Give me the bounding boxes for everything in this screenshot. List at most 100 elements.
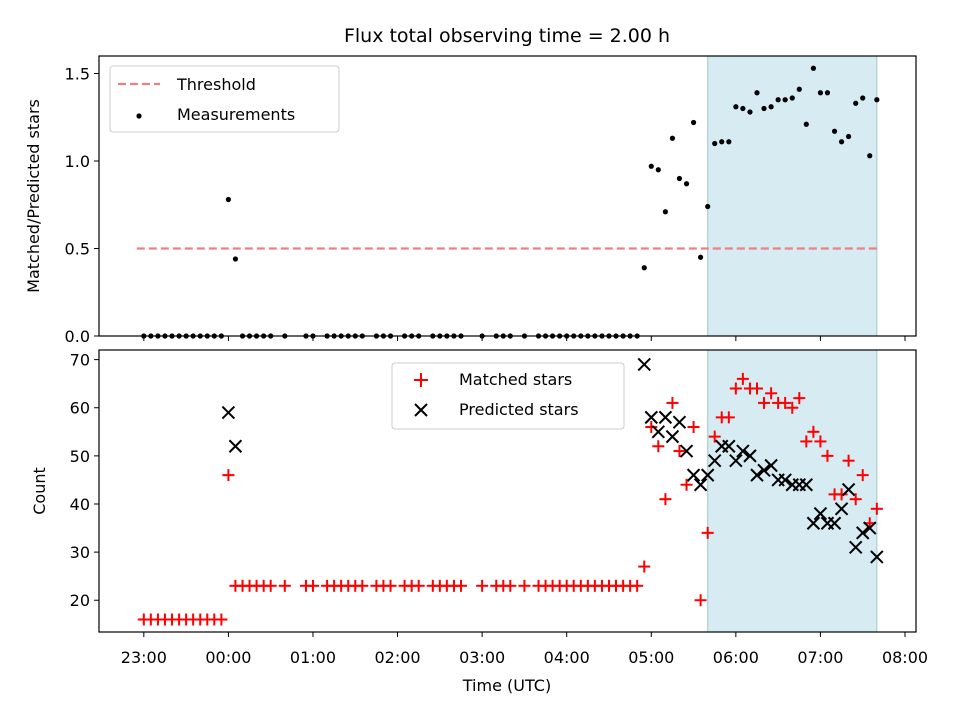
predicted-star-point <box>743 449 757 463</box>
predicted-star-point <box>722 439 736 453</box>
y-tick-label: 1.0 <box>65 152 90 171</box>
matched-star-point <box>814 435 827 448</box>
matched-star-point <box>476 579 489 592</box>
measurement-point <box>697 254 704 260</box>
matched-star-point <box>306 579 319 592</box>
x-axis-label: Time (UTC) <box>462 676 551 695</box>
matched-star-point <box>786 401 799 414</box>
bottom-legend-box <box>391 362 625 430</box>
top-legend-box <box>109 65 340 133</box>
predicted-star-point <box>658 410 673 425</box>
measurement-point <box>648 163 654 169</box>
predicted-star-point <box>863 521 877 535</box>
predicted-stars-series <box>221 357 884 564</box>
legend-measurements-swatch <box>136 113 142 119</box>
y-tick-label: 40 <box>70 495 90 514</box>
top-y-ticks: 0.0 0.5 1.0 1.5 <box>65 65 99 346</box>
x-tick-label: 07:00 <box>797 648 843 667</box>
matched-star-point <box>736 372 749 385</box>
matched-star-point <box>278 579 291 592</box>
predicted-star-point <box>750 468 764 482</box>
top-shaded-interval <box>707 55 878 337</box>
matched-star-point <box>708 430 721 443</box>
predicted-star-point <box>736 444 750 458</box>
matched-star-point <box>793 392 806 405</box>
matched-star-point <box>518 579 531 592</box>
predicted-star-point <box>757 463 771 478</box>
measurement-point <box>676 175 683 182</box>
matched-star-point <box>842 454 855 467</box>
measurement-point <box>867 153 873 159</box>
y-tick-label: 1.5 <box>65 65 90 84</box>
x-tick-label: 03:00 <box>459 648 505 667</box>
matched-star-point <box>722 411 735 424</box>
matched-star-point <box>215 613 228 626</box>
measurement-point <box>683 181 690 187</box>
measurement-point <box>853 100 859 106</box>
predicted-star-point <box>841 482 856 497</box>
matched-star-point <box>779 396 792 409</box>
predicted-star-point <box>834 502 849 516</box>
x-tick-label: 23:00 <box>121 648 167 667</box>
matched-star-point <box>412 579 425 592</box>
x-tick-label: 08:00 <box>882 648 928 667</box>
bottom-axes-frame <box>98 349 917 633</box>
measurement-point <box>225 196 232 203</box>
matched-star-point <box>807 425 820 438</box>
top-panel: 0.0 0.5 1.0 1.5 Matched/Predicted stars Thr… <box>24 55 917 346</box>
predicted-star-point <box>764 458 778 473</box>
y-tick-label: 0.0 <box>65 327 90 346</box>
predicted-star-point <box>221 405 236 420</box>
predicted-star-point <box>665 429 680 444</box>
predicted-star-point <box>729 453 743 468</box>
measurement-point <box>719 139 725 145</box>
predicted-star-point <box>228 439 243 453</box>
predicted-star-point <box>827 516 842 530</box>
measurement-point <box>669 135 676 141</box>
matched-star-point <box>356 579 369 592</box>
x-tick-label: 02:00 <box>374 648 420 667</box>
legend-measurements-label: Measurements <box>177 105 295 124</box>
predicted-star-point <box>693 478 708 492</box>
x-tick-label: 06:00 <box>713 648 759 667</box>
measurements-series <box>141 65 880 339</box>
matched-star-point <box>222 469 235 482</box>
y-tick-label: 0.5 <box>65 240 90 259</box>
matched-star-point <box>687 420 700 433</box>
measurement-point <box>810 65 817 71</box>
predicted-star-point <box>708 453 722 468</box>
matched-star-point <box>673 445 686 458</box>
measurement-point <box>740 105 746 112</box>
legend-predicted-swatch <box>414 403 428 417</box>
measurement-point <box>641 265 647 271</box>
matched-star-point <box>849 493 862 506</box>
top-x-ticks <box>143 336 906 341</box>
predicted-star-point <box>686 468 701 482</box>
y-tick-label: 20 <box>70 591 90 610</box>
measurement-point <box>789 95 795 101</box>
top-legend: Threshold Measurements <box>109 65 340 133</box>
matched-star-point <box>729 382 742 395</box>
predicted-star-point <box>806 516 821 530</box>
measurement-point <box>726 139 732 145</box>
predicted-star-point <box>679 444 694 458</box>
bottom-y-axis-label: Count <box>30 467 49 515</box>
measurement-point <box>874 97 880 103</box>
predicted-star-point <box>813 506 828 521</box>
y-tick-label: 60 <box>70 399 90 418</box>
measurement-point <box>824 90 831 96</box>
legend-threshold-label: Threshold <box>176 75 256 94</box>
matched-star-point <box>504 579 517 592</box>
legend-matched-swatch <box>414 373 428 387</box>
matched-star-point <box>800 435 813 448</box>
matched-star-point <box>384 579 397 592</box>
measurement-point <box>775 97 781 103</box>
bottom-shaded-interval <box>707 349 878 633</box>
y-tick-label: 70 <box>70 351 90 370</box>
matched-star-point <box>765 387 778 400</box>
predicted-star-point <box>672 415 687 429</box>
x-tick-label: 05:00 <box>628 648 674 667</box>
matched-star-point <box>835 488 848 501</box>
legend-matched-label: Matched stars <box>459 370 572 389</box>
bottom-x-ticks: 23:00 00:00 01:00 02:00 03:00 04:00 05:00 06:00… <box>121 632 928 667</box>
